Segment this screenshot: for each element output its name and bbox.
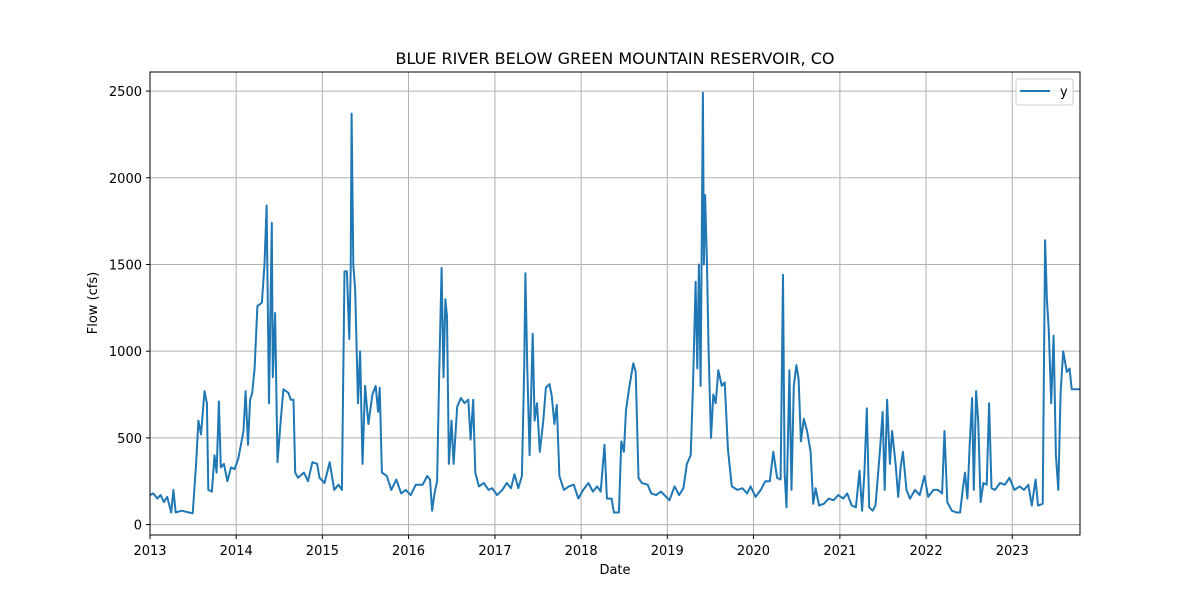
x-tick-label: 2017	[478, 544, 511, 559]
x-axis-label: Date	[599, 563, 630, 578]
x-tick-label: 2014	[220, 544, 253, 559]
y-tick-label: 1500	[109, 258, 142, 273]
y-tick-label: 500	[117, 432, 142, 447]
x-tick-label: 2021	[823, 544, 856, 559]
y-tick-label: 2500	[109, 85, 142, 100]
y-tick-label: 0	[134, 519, 142, 534]
plot-frame	[149, 71, 1081, 536]
x-tick-label: 2019	[651, 544, 684, 559]
chart-title: BLUE RIVER BELOW GREEN MOUNTAIN RESERVOI…	[396, 49, 835, 68]
x-tick-label: 2016	[392, 544, 425, 559]
y-tick-label: 1000	[109, 345, 142, 360]
y-tick-label: 2000	[109, 172, 142, 187]
axis-ticks: 2013 2014 2015 2016 2017 2018 2019 2020 2021 2022…	[109, 85, 1029, 559]
x-tick-label: 2018	[565, 544, 598, 559]
plot-area	[149, 91, 1080, 515]
y-axis-label: Flow (cfs)	[86, 272, 101, 334]
legend-label: y	[1060, 85, 1068, 100]
x-tick-label: 2022	[910, 544, 943, 559]
x-tick-label: 2015	[306, 544, 339, 559]
series-line-y	[149, 91, 1080, 515]
legend: y	[1015, 78, 1074, 106]
x-tick-label: 2020	[737, 544, 770, 559]
x-tick-label: 2023	[996, 544, 1029, 559]
x-tick-label: 2013	[133, 544, 166, 559]
grid-lines	[149, 72, 1080, 535]
